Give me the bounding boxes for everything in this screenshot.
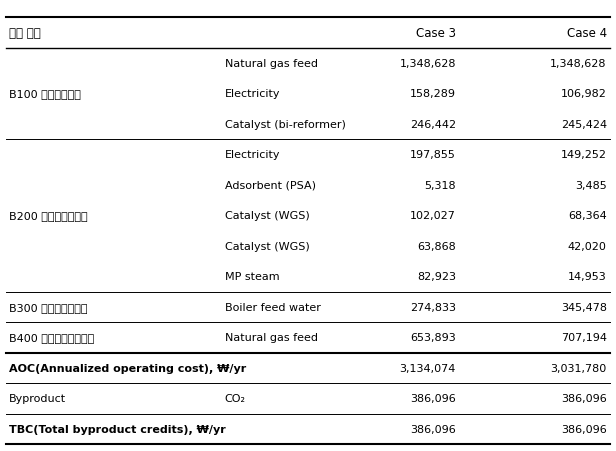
Text: 246,442: 246,442 bbox=[410, 120, 456, 129]
Text: Natural gas feed: Natural gas feed bbox=[225, 59, 318, 69]
Text: MP steam: MP steam bbox=[225, 272, 280, 282]
Text: 386,096: 386,096 bbox=[561, 424, 607, 434]
Text: 653,893: 653,893 bbox=[410, 333, 456, 343]
Text: CO₂: CO₂ bbox=[225, 394, 246, 404]
Text: 68,364: 68,364 bbox=[568, 211, 607, 221]
Text: Case 3: Case 3 bbox=[416, 27, 456, 40]
Text: Case 4: Case 4 bbox=[567, 27, 607, 40]
Text: B200 수소재생산영역: B200 수소재생산영역 bbox=[9, 211, 88, 221]
Text: 197,855: 197,855 bbox=[410, 150, 456, 160]
Text: B100 수소생산영역: B100 수소생산영역 bbox=[9, 89, 81, 99]
Text: AOC(Annualized operating cost), ₩/yr: AOC(Annualized operating cost), ₩/yr bbox=[9, 363, 246, 373]
Text: TBC(Total byproduct credits), ₩/yr: TBC(Total byproduct credits), ₩/yr bbox=[9, 424, 226, 434]
Text: B300 수증기생산영역: B300 수증기생산영역 bbox=[9, 302, 87, 312]
Text: 158,289: 158,289 bbox=[410, 89, 456, 99]
Text: 63,868: 63,868 bbox=[417, 241, 456, 251]
Text: Electricity: Electricity bbox=[225, 89, 280, 99]
Text: Adsorbent (PSA): Adsorbent (PSA) bbox=[225, 180, 316, 190]
Text: Boiler feed water: Boiler feed water bbox=[225, 302, 321, 312]
Text: 3,031,780: 3,031,780 bbox=[551, 363, 607, 373]
Text: 386,096: 386,096 bbox=[410, 394, 456, 404]
Text: Byproduct: Byproduct bbox=[9, 394, 67, 404]
Text: Catalyst (bi-reformer): Catalyst (bi-reformer) bbox=[225, 120, 346, 129]
Text: B400 천연가스연소영역: B400 천연가스연소영역 bbox=[9, 333, 94, 343]
Text: 386,096: 386,096 bbox=[410, 424, 456, 434]
Text: 1,348,628: 1,348,628 bbox=[399, 59, 456, 69]
Text: 3,485: 3,485 bbox=[575, 180, 607, 190]
Text: Natural gas feed: Natural gas feed bbox=[225, 333, 318, 343]
Text: 1,348,628: 1,348,628 bbox=[550, 59, 607, 69]
Text: 42,020: 42,020 bbox=[568, 241, 607, 251]
Text: Catalyst (WGS): Catalyst (WGS) bbox=[225, 241, 310, 251]
Text: Catalyst (WGS): Catalyst (WGS) bbox=[225, 211, 310, 221]
Text: 707,194: 707,194 bbox=[561, 333, 607, 343]
Text: 106,982: 106,982 bbox=[561, 89, 607, 99]
Text: 386,096: 386,096 bbox=[561, 394, 607, 404]
Text: 102,027: 102,027 bbox=[410, 211, 456, 221]
Text: 245,424: 245,424 bbox=[561, 120, 607, 129]
Text: 3,134,074: 3,134,074 bbox=[399, 363, 456, 373]
Text: 149,252: 149,252 bbox=[561, 150, 607, 160]
Text: Electricity: Electricity bbox=[225, 150, 280, 160]
Text: 274,833: 274,833 bbox=[410, 302, 456, 312]
Text: 345,478: 345,478 bbox=[561, 302, 607, 312]
Text: 14,953: 14,953 bbox=[568, 272, 607, 282]
Text: 영역 이름: 영역 이름 bbox=[9, 27, 41, 40]
Text: 5,318: 5,318 bbox=[424, 180, 456, 190]
Text: 82,923: 82,923 bbox=[417, 272, 456, 282]
